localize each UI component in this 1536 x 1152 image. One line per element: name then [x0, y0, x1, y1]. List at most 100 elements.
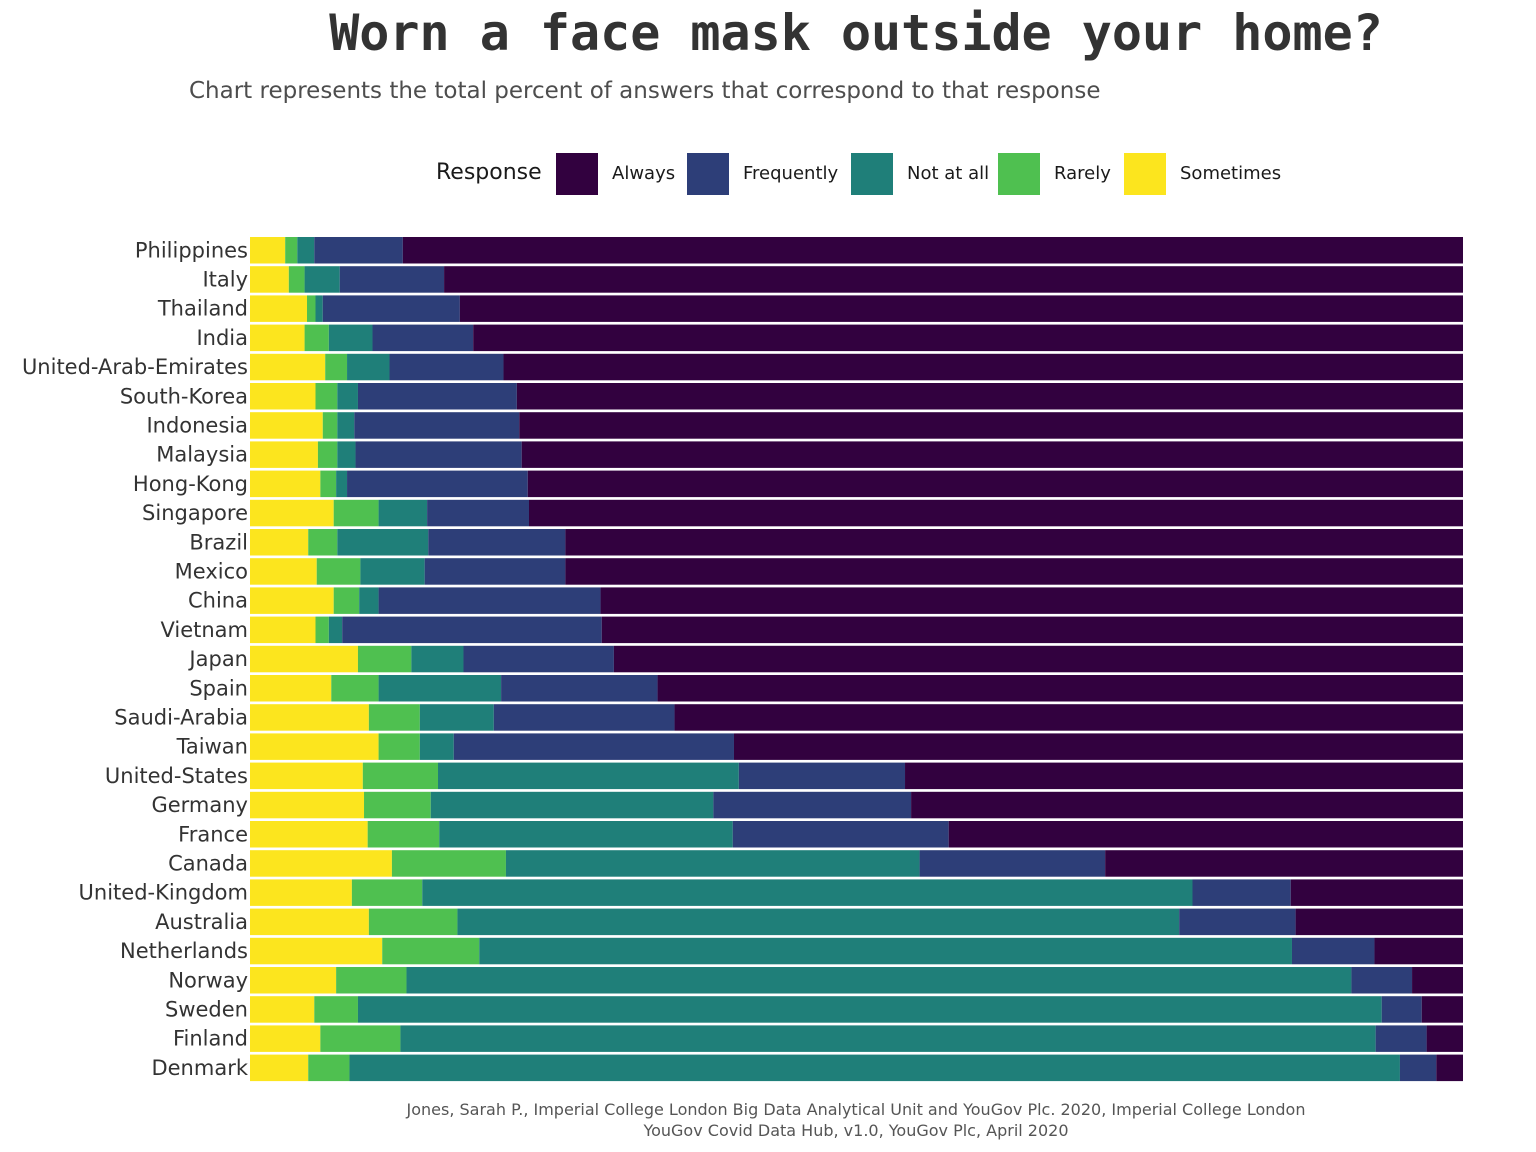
bar-row-vietnam	[250, 616, 1463, 644]
bar-segment-south-korea-not-at-all	[337, 383, 358, 410]
bar-segment-hong-kong-always	[527, 470, 1463, 498]
bar-segment-norway-frequently	[1351, 967, 1413, 994]
chart-title: Worn a face mask outside your home?	[329, 4, 1383, 62]
bar-segment-taiwan-always	[733, 733, 1463, 760]
bar-segment-malaysia-frequently	[355, 441, 522, 468]
bar-segment-norway-rarely	[336, 967, 407, 994]
bar-segment-united-kingdom-frequently	[1192, 879, 1291, 906]
bar-segment-norway-not-at-all	[406, 967, 1352, 994]
y-tick-label-netherlands: Netherlands	[120, 939, 248, 963]
bar-segment-united-kingdom-always	[1290, 879, 1463, 906]
bar-row-hong-kong	[250, 470, 1463, 498]
legend-swatch-not-at-all	[851, 153, 893, 195]
bar-segment-indonesia-sometimes	[250, 412, 323, 439]
legend-label-sometimes: Sometimes	[1180, 163, 1282, 184]
bar-segment-thailand-frequently	[322, 295, 460, 322]
bar-segment-thailand-sometimes	[250, 295, 308, 322]
y-tick-label-norway: Norway	[168, 968, 248, 992]
bar-row-united-arab-emirates	[250, 353, 1463, 381]
bar-segment-spain-rarely	[331, 675, 379, 702]
bar-segment-india-sometimes	[250, 324, 305, 352]
bar-segment-united-states-rarely	[362, 762, 439, 790]
bar-segment-germany-not-at-all	[430, 791, 714, 819]
bar-segment-finland-sometimes	[250, 1025, 321, 1052]
bar-segment-brazil-sometimes	[250, 529, 309, 556]
bar-row-australia	[250, 908, 1463, 936]
bar-segment-hong-kong-frequently	[347, 470, 528, 498]
bar-segment-italy-rarely	[288, 266, 305, 293]
bar-segment-italy-always	[444, 266, 1464, 293]
bar-row-united-states	[250, 762, 1463, 790]
bar-segment-sweden-always	[1421, 996, 1463, 1023]
bar-segment-italy-frequently	[339, 266, 445, 293]
bar-segment-saudi-arabia-frequently	[493, 704, 675, 731]
bar-segment-italy-sometimes	[250, 266, 289, 293]
bar-segment-sweden-frequently	[1381, 996, 1422, 1023]
bar-segment-south-korea-sometimes	[250, 383, 316, 410]
bar-segment-china-sometimes	[250, 587, 334, 614]
bar-segment-mexico-always	[565, 558, 1463, 585]
bar-segment-united-kingdom-not-at-all	[422, 879, 1193, 906]
bar-segment-sweden-not-at-all	[357, 996, 1382, 1023]
bar-row-germany	[250, 791, 1463, 819]
bar-segment-malaysia-always	[521, 441, 1463, 468]
bar-segment-mexico-sometimes	[250, 558, 317, 585]
bar-row-canada	[250, 850, 1463, 877]
bar-row-south-korea	[250, 383, 1463, 410]
y-tick-label-germany: Germany	[151, 793, 248, 817]
bar-segment-denmark-always	[1436, 1054, 1463, 1082]
bar-segment-indonesia-frequently	[354, 412, 520, 439]
bar-segment-italy-not-at-all	[304, 266, 340, 293]
bar-segment-japan-sometimes	[250, 645, 358, 673]
bar-row-indonesia	[250, 412, 1463, 439]
y-tick-label-sweden: Sweden	[165, 997, 248, 1021]
bar-row-finland	[250, 1025, 1463, 1052]
bar-row-philippines	[250, 237, 1464, 264]
bar-segment-netherlands-always	[1374, 937, 1463, 965]
legend-swatch-frequently	[687, 153, 729, 195]
bar-segment-brazil-rarely	[308, 529, 338, 556]
y-tick-label-vietnam: Vietnam	[160, 618, 248, 642]
bar-segment-finland-rarely	[320, 1025, 401, 1052]
bar-segment-norway-always	[1412, 967, 1463, 994]
y-tick-label-thailand: Thailand	[157, 297, 248, 321]
bar-segment-france-not-at-all	[439, 821, 733, 848]
bar-row-japan	[250, 645, 1463, 673]
y-tick-label-malaysia: Malaysia	[156, 443, 248, 467]
bar-segment-germany-sometimes	[250, 791, 365, 819]
bar-segment-india-rarely	[304, 324, 329, 352]
bar-segment-sweden-rarely	[314, 996, 358, 1023]
bar-segment-france-sometimes	[250, 821, 368, 848]
y-tick-label-france: France	[178, 822, 248, 846]
bar-segment-vietnam-sometimes	[250, 616, 316, 644]
bar-segment-australia-sometimes	[250, 908, 369, 936]
bar-segment-spain-always	[657, 675, 1463, 702]
y-tick-label-south-korea: South-Korea	[120, 384, 248, 408]
bar-segment-japan-frequently	[463, 645, 614, 673]
bar-segment-south-korea-always	[516, 383, 1463, 410]
bar-segment-mexico-not-at-all	[360, 558, 425, 585]
bar-segment-taiwan-rarely	[378, 733, 420, 760]
bar-segment-malaysia-not-at-all	[337, 441, 356, 468]
bar-segment-malaysia-rarely	[317, 441, 338, 468]
bar-segment-mexico-rarely	[316, 558, 361, 585]
bar-segment-norway-sometimes	[250, 967, 337, 994]
bar-segment-germany-always	[911, 791, 1463, 819]
bar-segment-thailand-rarely	[307, 295, 316, 322]
y-tick-label-philippines: Philippines	[135, 238, 248, 262]
bar-segment-united-states-always	[905, 762, 1463, 790]
bar-segment-saudi-arabia-always	[674, 704, 1463, 731]
bar-segment-saudi-arabia-rarely	[368, 704, 420, 731]
bar-segment-singapore-not-at-all	[378, 499, 428, 527]
bar-segment-netherlands-not-at-all	[479, 937, 1292, 965]
bar-row-denmark	[250, 1054, 1463, 1082]
bar-segment-netherlands-frequently	[1291, 937, 1375, 965]
bar-segment-china-always	[600, 587, 1463, 614]
y-tick-label-mexico: Mexico	[175, 559, 248, 583]
bar-row-united-kingdom	[250, 879, 1463, 906]
bar-segment-taiwan-frequently	[453, 733, 734, 760]
caption-line-1: Jones, Sarah P., Imperial College London…	[406, 1100, 1306, 1119]
y-tick-label-china: China	[188, 589, 248, 613]
bar-segment-france-always	[948, 821, 1463, 848]
